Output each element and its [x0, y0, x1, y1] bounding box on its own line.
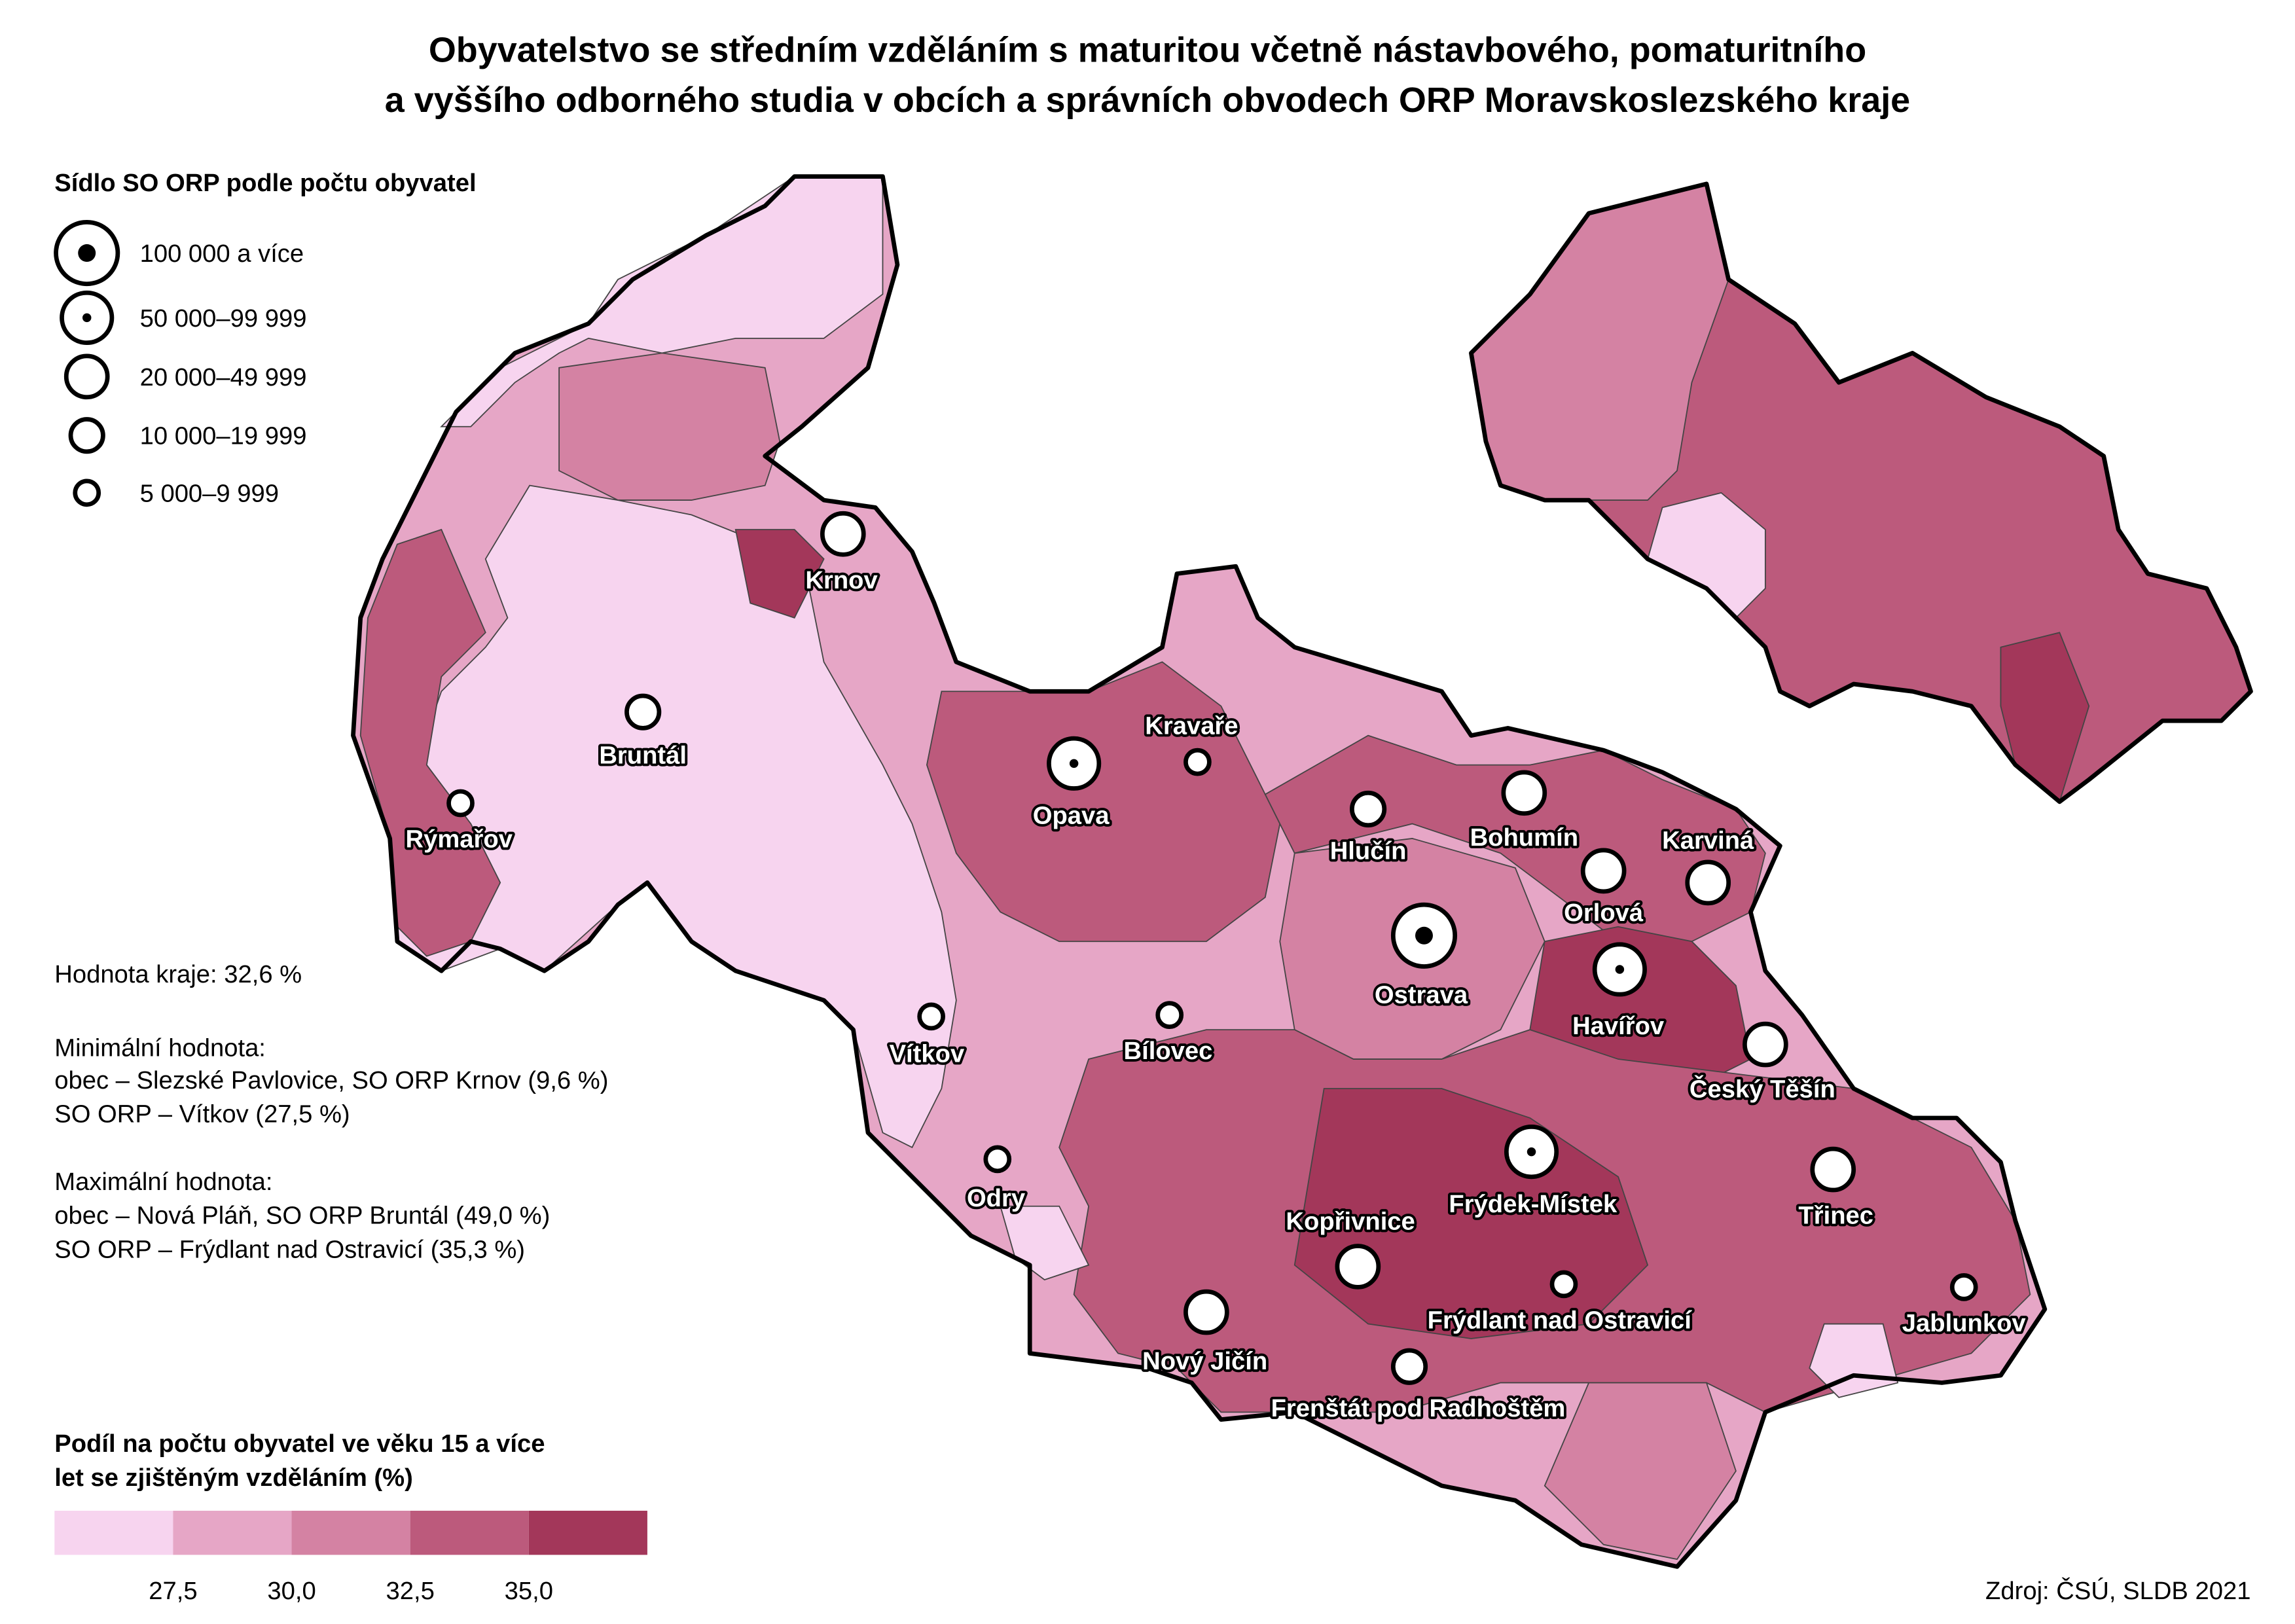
- city-symbol: [917, 1002, 945, 1031]
- color-legend-title: Podíl na počtu obyvatel ve věku 15 a víc…: [54, 1430, 545, 1458]
- title-line: a vyššího odborného studia v obcích a sp…: [385, 81, 1910, 120]
- city-label: Havířov: [1572, 1012, 1665, 1040]
- city-label: Bohumín: [1470, 823, 1578, 852]
- city-label: Nový Jičín: [1142, 1347, 1267, 1375]
- size-legend-symbol: [63, 353, 110, 400]
- note: SO ORP – Frýdlant nad Ostravicí (35,3 %): [54, 1235, 525, 1263]
- region: [1264, 734, 1766, 943]
- size-legend-label: 100 000 a více: [140, 240, 304, 268]
- city-label: Odry: [967, 1184, 1026, 1212]
- note: obec – Slezské Pavlovice, SO ORP Krnov (…: [54, 1066, 608, 1094]
- city-symbol: [1350, 790, 1387, 828]
- color-legend-tick: 30,0: [267, 1577, 316, 1605]
- city-label: Český Těšín: [1690, 1074, 1835, 1103]
- city-label: Rýmařov: [406, 825, 513, 853]
- city-symbol-dot: [1415, 926, 1433, 945]
- size-legend-symbol-dot: [78, 244, 96, 262]
- note: SO ORP – Vítkov (27,5 %): [54, 1100, 350, 1128]
- note: Maximální hodnota:: [54, 1168, 272, 1196]
- city-symbol: [1810, 1146, 1856, 1193]
- size-legend-symbol-dot: [82, 313, 92, 323]
- city-label: Bílovec: [1124, 1037, 1213, 1065]
- title-line: Obyvatelstvo se středním vzděláním s mat…: [429, 30, 1866, 69]
- size-legend-symbol: [73, 478, 101, 507]
- color-legend-swatch: [291, 1510, 410, 1555]
- city-symbol: [1335, 1244, 1381, 1290]
- city-label: Jablunkov: [1902, 1309, 2027, 1337]
- city-label: Opava: [1033, 801, 1110, 829]
- city-symbol: [1501, 770, 1547, 816]
- city-label: Hlučín: [1330, 837, 1407, 865]
- region: [734, 529, 825, 619]
- color-legend-tick: 35,0: [505, 1577, 553, 1605]
- city-label: Vítkov: [890, 1040, 965, 1068]
- color-legend-title: let se zjištěným vzděláním (%): [54, 1464, 413, 1492]
- region: [1544, 1382, 1737, 1561]
- city-symbol: [446, 789, 475, 818]
- city-label: Frýdlant nad Ostravicí: [1428, 1306, 1693, 1334]
- size-legend-label: 20 000–49 999: [140, 363, 307, 391]
- color-legend-tick: 32,5: [386, 1577, 434, 1605]
- city-label: Frenštát pod Radhoštěm: [1271, 1394, 1566, 1422]
- color-legend-tick: 27,5: [149, 1577, 197, 1605]
- city-label: Kopřivnice: [1286, 1208, 1415, 1236]
- city-symbol-dot: [1615, 965, 1625, 974]
- note: obec – Nová Pláň, SO ORP Bruntál (49,0 %…: [54, 1202, 550, 1230]
- city-label: Bruntál: [599, 741, 687, 769]
- region-outline: [1469, 181, 2253, 804]
- city-symbol: [1155, 1001, 1184, 1029]
- city-symbol: [820, 511, 866, 557]
- note: Minimální hodnota:: [54, 1034, 266, 1062]
- color-legend-swatch: [173, 1510, 292, 1555]
- city-label: Frýdek-Místek: [1449, 1190, 1617, 1218]
- city-symbol-dot: [1069, 759, 1079, 768]
- city-label: Kravaře: [1145, 712, 1238, 740]
- city-label: Krnov: [805, 566, 878, 594]
- city-symbol: [1549, 1270, 1578, 1299]
- city-symbol: [1184, 748, 1212, 776]
- city-label: Orlová: [1564, 899, 1644, 927]
- city-label: Ostrava: [1375, 981, 1468, 1009]
- note: Hodnota kraje: 32,6 %: [54, 960, 302, 988]
- city-label: Karviná: [1662, 827, 1754, 855]
- city-symbol-dot: [1527, 1147, 1536, 1157]
- color-legend-swatch: [410, 1510, 529, 1555]
- size-legend-title: Sídlo SO ORP podle počtu obyvatel: [54, 169, 476, 197]
- city-symbol: [983, 1145, 1012, 1174]
- size-legend-label: 50 000–99 999: [140, 304, 307, 333]
- source: Zdroj: ČSÚ, SLDB 2021: [1985, 1576, 2250, 1605]
- city-symbol: [1184, 1289, 1229, 1335]
- size-legend-label: 5 000–9 999: [140, 479, 279, 507]
- city-symbol: [1685, 859, 1731, 906]
- region: [926, 661, 1281, 943]
- city-symbol: [1743, 1021, 1788, 1068]
- color-legend-swatch: [54, 1510, 173, 1555]
- city-label: Třinec: [1798, 1202, 1873, 1230]
- city-symbol: [1949, 1273, 1978, 1301]
- city-symbol: [1390, 1348, 1428, 1385]
- size-legend-label: 10 000–19 999: [140, 422, 307, 450]
- city-symbol: [624, 693, 662, 731]
- region-outline: [351, 174, 2048, 1569]
- color-legend-swatch: [528, 1510, 647, 1555]
- city-symbol: [1580, 848, 1627, 894]
- size-legend-symbol: [68, 417, 105, 454]
- region: [359, 528, 501, 957]
- regions: [351, 174, 2253, 1569]
- region: [558, 352, 781, 501]
